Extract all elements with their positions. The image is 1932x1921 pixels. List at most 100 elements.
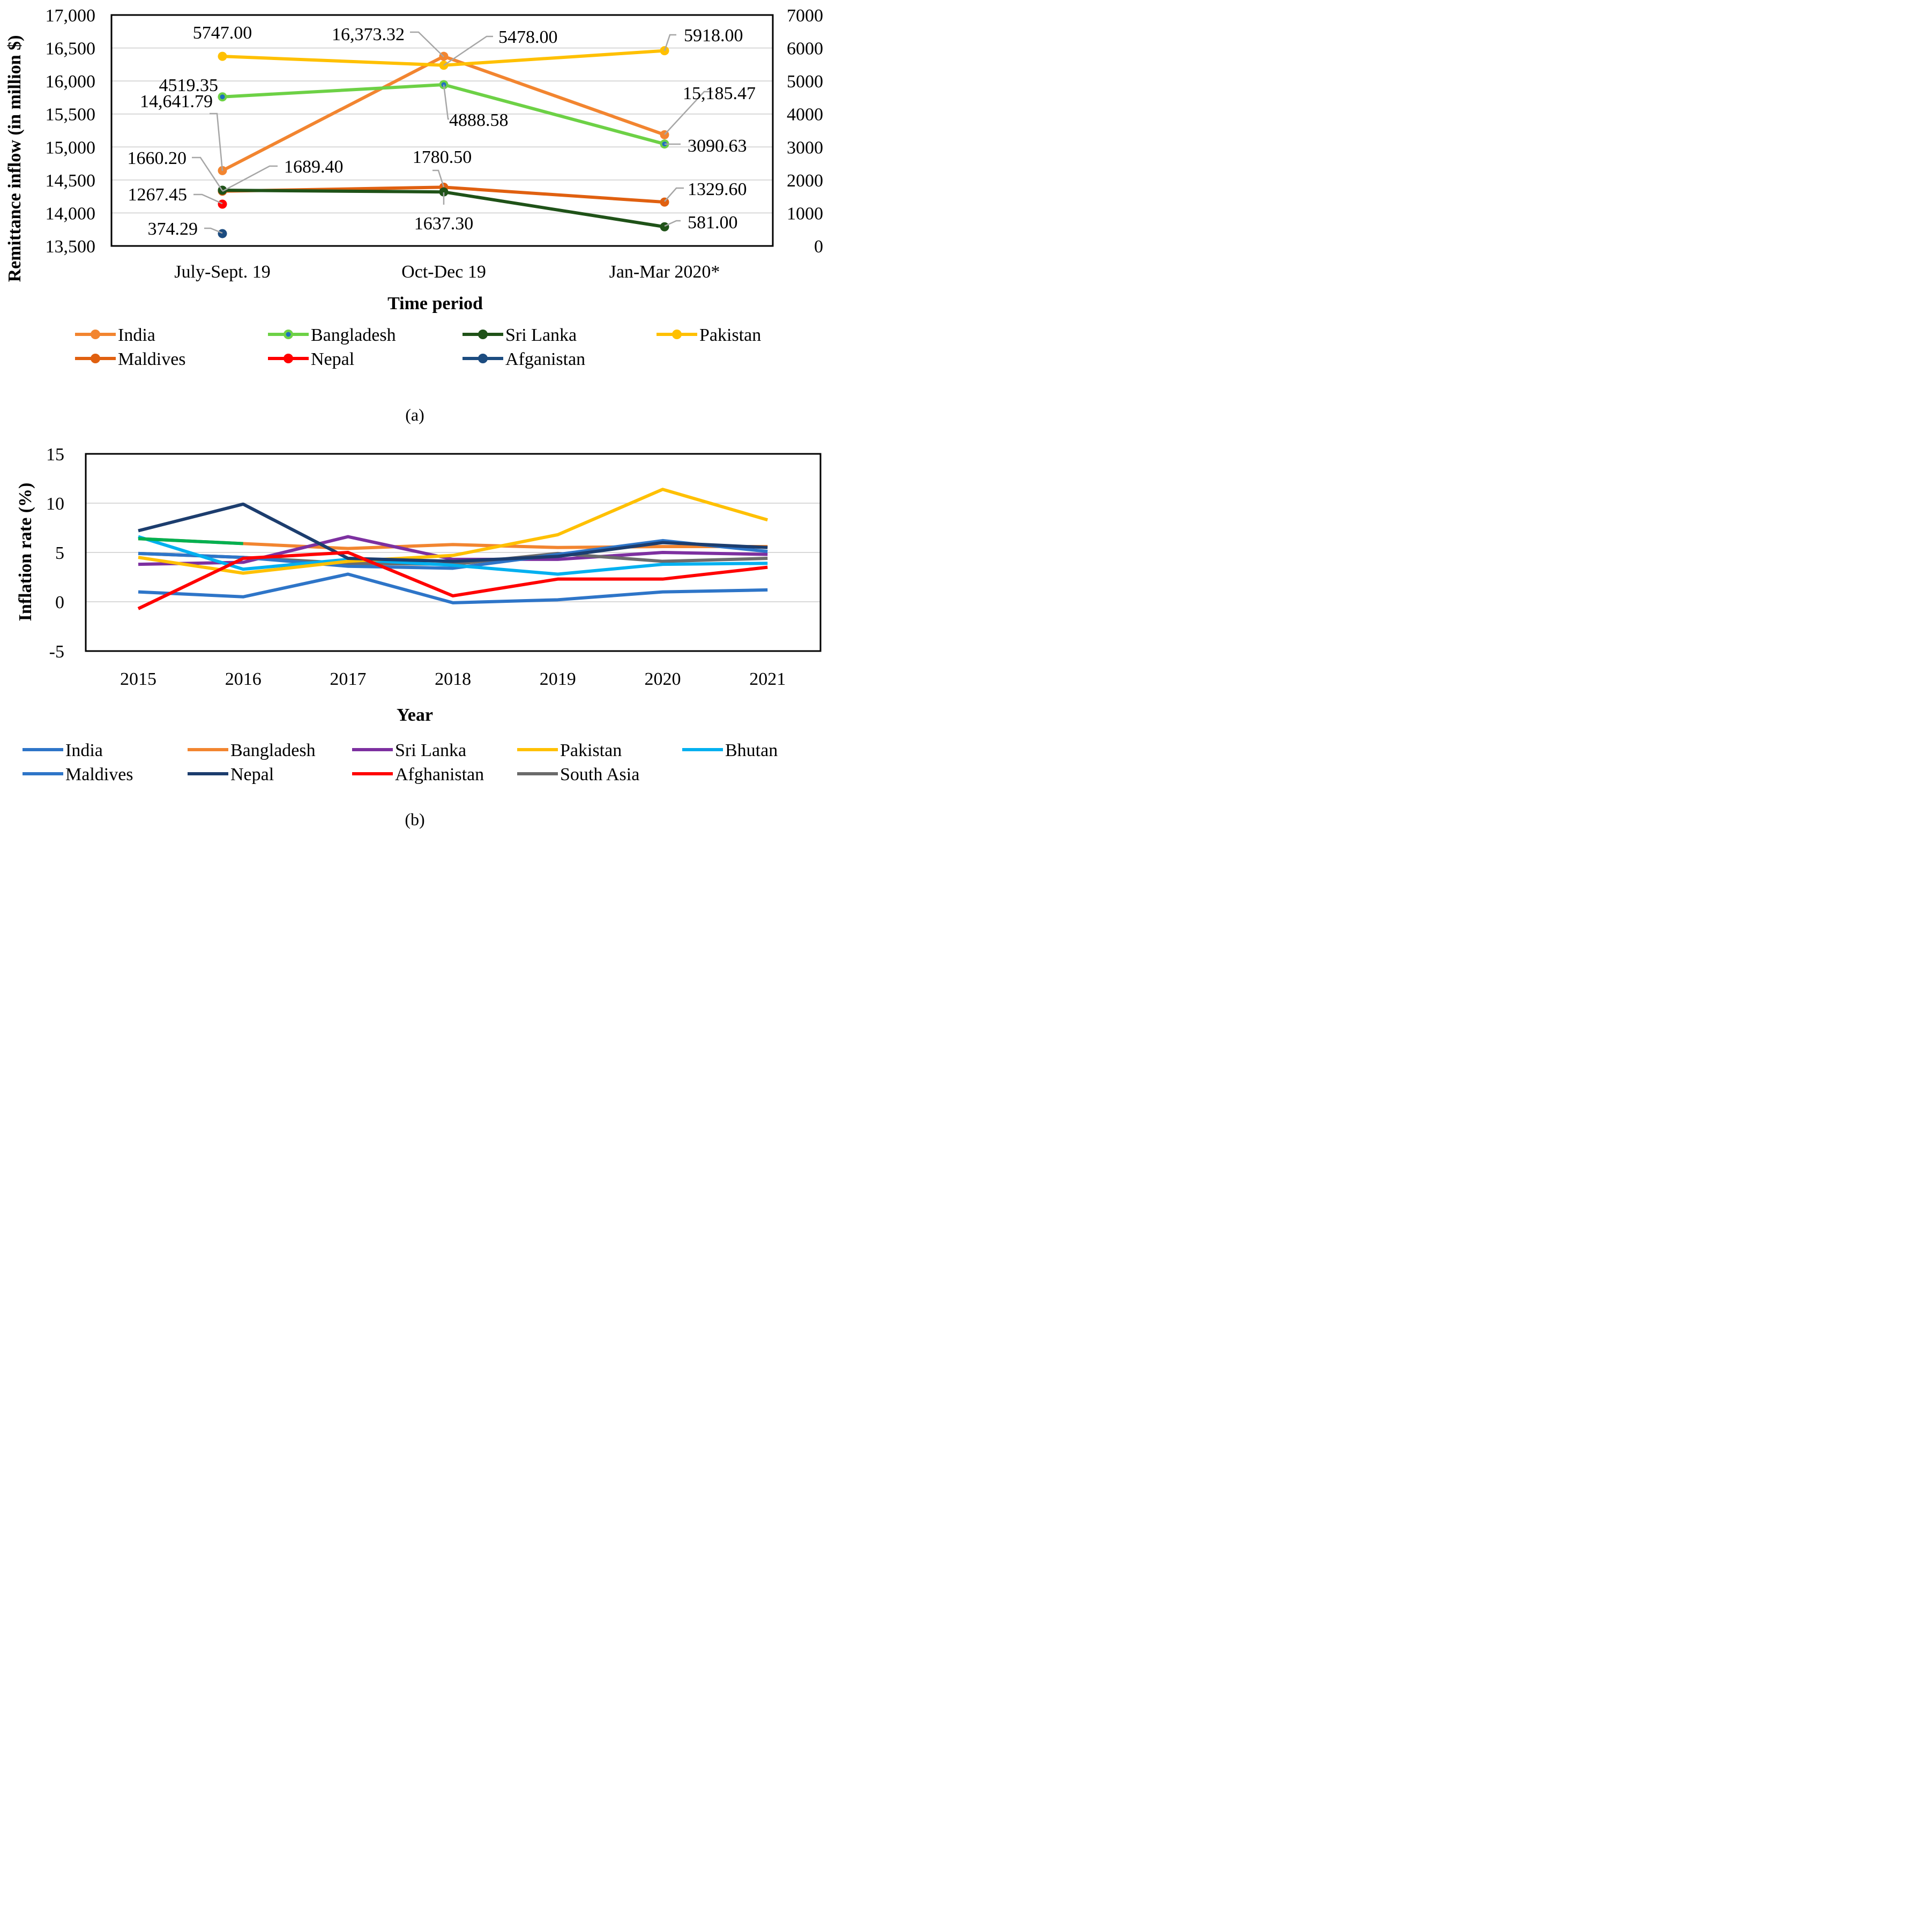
a-left-tick: 15,000 <box>46 138 96 158</box>
a-data-label-bangladesh: 4519.35 <box>159 76 219 95</box>
b-legend: India Bangladesh Sri Lanka Pakistan Bhutan Ma… <box>23 741 778 784</box>
b-series-lines <box>137 488 769 610</box>
b-x-tick: 2021 <box>749 669 786 689</box>
a-data-label-pakistan: 5918.00 <box>684 26 743 46</box>
panel-b: -5 0 5 10 15 2015 2016 2017 2018 2019 2020 2021 In… <box>16 445 822 829</box>
b-y-tick: 10 <box>46 494 64 514</box>
a-data-label-india: 16,373.32 <box>332 25 405 44</box>
b-line-b_bangladesh-start <box>138 537 243 545</box>
a-left-tick: 17,000 <box>46 6 96 26</box>
a-legend-marker-srilanka <box>478 330 488 339</box>
a-x-tick: Jan-Mar 2020* <box>609 262 720 282</box>
b-legend-label-b_maldives: Maldives <box>65 765 133 784</box>
a-data-labels: 14,641.79 16,373.32 15,185.47 4519.35 4888.5… <box>128 23 756 239</box>
a-right-tick: 4000 <box>787 105 823 125</box>
b-y-tick: 5 <box>55 543 64 563</box>
a-left-tick: 13,500 <box>46 237 96 257</box>
b-line-b_nepal <box>138 502 768 563</box>
a-right-tick: 5000 <box>787 72 823 92</box>
a-legend-marker-afganistan <box>478 354 488 363</box>
b-panel-label: (b) <box>405 810 424 829</box>
a-right-tick: 2000 <box>787 171 823 191</box>
a-x-tick: July-Sept. 19 <box>174 262 270 282</box>
a-x-axis-ticks: July-Sept. 19 Oct-Dec 19 Jan-Mar 2020* <box>174 262 720 282</box>
a-legend-label-pakistan: Pakistan <box>699 325 761 345</box>
a-legend-marker-india <box>91 330 100 339</box>
b-line-b_bhutan <box>138 535 768 576</box>
b-line-b_maldives <box>138 572 768 604</box>
b-x-tick: 2018 <box>435 669 471 689</box>
b-x-axis-ticks: 2015 2016 2017 2018 2019 2020 2021 <box>120 669 786 689</box>
b-line-b_srilanka <box>138 535 768 566</box>
a-left-tick: 16,500 <box>46 39 96 59</box>
a-data-label-india: 15,185.47 <box>683 84 756 103</box>
b-x-tick: 2017 <box>330 669 366 689</box>
a-point-nepal <box>218 199 227 209</box>
a-data-label-pakistan: 5478.00 <box>498 27 558 47</box>
a-data-label-nepal: 1267.45 <box>128 185 188 205</box>
b-line-b_afghanistan <box>137 551 768 610</box>
a-x-tick: Oct-Dec 19 <box>401 262 486 282</box>
a-legend-label-india: India <box>118 325 155 345</box>
a-right-tick: 6000 <box>787 39 823 59</box>
b-legend-label-b_bhutan: Bhutan <box>725 741 778 760</box>
b-y-tick: -5 <box>49 642 64 662</box>
a-leader-line <box>443 35 493 66</box>
a-data-label-srilanka: 1689.40 <box>284 157 344 177</box>
a-left-tick: 14,500 <box>46 171 96 191</box>
panel-a: 14,641.79 16,373.32 15,185.47 4519.35 4888.5… <box>5 6 823 424</box>
a-left-tick: 16,000 <box>46 72 96 92</box>
b-y-axis-ticks: -5 0 5 10 15 <box>46 445 64 662</box>
b-y-axis-title: Inflation rate (%) <box>16 483 35 622</box>
a-y-axis-title: Remittance inflow (in million $) <box>5 35 25 282</box>
a-data-label-maldives: 1780.50 <box>413 147 472 167</box>
a-leader-line <box>664 220 681 227</box>
a-left-tick: 14,000 <box>46 204 96 223</box>
a-legend-label-afganistan: Afganistan <box>505 349 585 369</box>
a-legend-marker-nepal <box>284 354 293 363</box>
a-right-tick: 1000 <box>787 204 823 223</box>
a-right-tick: 0 <box>814 237 823 257</box>
b-y-tick: 15 <box>46 445 64 465</box>
a-legend-label-maldives: Maldives <box>118 349 186 369</box>
a-right-tick: 7000 <box>787 6 823 26</box>
a-legend-marker-maldives <box>91 354 100 363</box>
a-point-pakistan <box>218 51 227 61</box>
b-line-b_pakistan <box>138 488 769 575</box>
a-data-label-srilanka: 1637.30 <box>414 214 474 234</box>
a-legend: India Bangladesh Sri Lanka Pakistan Maldives… <box>75 325 761 369</box>
figure: 14,641.79 16,373.32 15,185.47 4519.35 4888.5… <box>5 6 823 829</box>
a-leader-line <box>443 84 449 120</box>
a-leader-line <box>204 227 223 234</box>
a-plot-frame <box>110 14 774 247</box>
a-leader-line <box>193 193 223 205</box>
b-legend-label-b_india: India <box>65 741 103 760</box>
a-legend-marker-inner-bangladesh <box>286 332 291 337</box>
a-panel-label: (a) <box>405 405 424 424</box>
a-right-tick: 3000 <box>787 138 823 158</box>
a-leader-line <box>210 113 223 171</box>
a-legend-marker-pakistan <box>672 330 682 339</box>
a-left-tick: 15,500 <box>46 105 96 125</box>
b-x-axis-title: Year <box>397 705 433 725</box>
b-legend-label-b_southasia: South Asia <box>560 765 639 784</box>
a-point-afganistan <box>218 229 227 238</box>
b-legend-label-b_pakistan: Pakistan <box>560 741 622 760</box>
a-right-axis-ticks: 0 1000 2000 3000 4000 5000 6000 7000 <box>787 6 823 257</box>
a-data-label-bangladesh: 3090.63 <box>688 136 747 156</box>
a-label-leaders <box>192 31 713 234</box>
a-data-label-bangladesh: 4888.58 <box>449 110 509 130</box>
a-data-label-afganistan: 374.29 <box>148 219 198 239</box>
b-x-tick: 2016 <box>225 669 262 689</box>
b-legend-label-b_bangladesh: Bangladesh <box>230 741 316 760</box>
a-point-srilanka <box>439 187 449 197</box>
a-data-label-maldives: 1329.60 <box>688 180 747 199</box>
a-point-inner-bangladesh <box>220 94 225 100</box>
b-x-tick: 2020 <box>645 669 681 689</box>
a-legend-label-srilanka: Sri Lanka <box>505 325 577 345</box>
a-data-label-india: 14,641.79 <box>140 92 213 111</box>
a-leader-line <box>222 165 278 192</box>
a-data-label-srilanka: 581.00 <box>688 213 738 233</box>
a-data-label-pakistan: 5747.00 <box>193 23 252 43</box>
a-legend-label-nepal: Nepal <box>311 349 354 369</box>
